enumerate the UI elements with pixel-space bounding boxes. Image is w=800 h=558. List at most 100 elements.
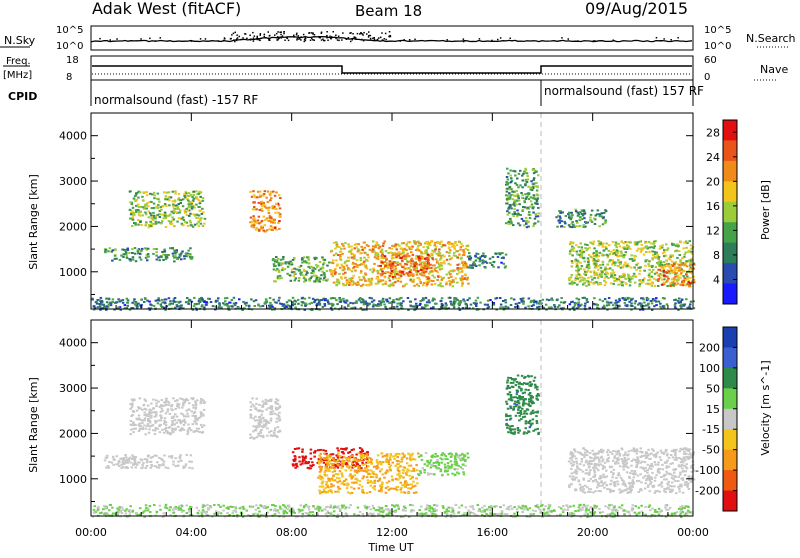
power-cell: [161, 299, 164, 301]
power-cell: [198, 193, 201, 195]
power-cell: [628, 246, 631, 248]
power-cell: [429, 264, 432, 266]
power-cell: [592, 243, 595, 245]
power-cell: [513, 299, 516, 301]
power-cell: [139, 211, 142, 213]
velocity-cell: [200, 411, 203, 413]
power-cell: [186, 297, 189, 299]
power-cell: [462, 299, 465, 301]
power-cell: [190, 256, 193, 258]
power-cell: [509, 170, 512, 172]
power-cell: [181, 251, 184, 253]
velocity-cell: [301, 451, 304, 453]
velocity-cell: [379, 470, 382, 472]
velocity-cell: [146, 425, 149, 427]
power-cell: [524, 184, 527, 186]
power-cell: [661, 279, 664, 281]
velocity-cell: [388, 480, 391, 482]
power-cell: [653, 247, 656, 249]
power-cell: [644, 260, 647, 262]
power-cell: [340, 299, 343, 301]
power-cell: [279, 275, 282, 277]
velocity-cell: [278, 417, 281, 419]
power-cell: [146, 191, 149, 193]
power-cell: [602, 300, 605, 302]
power-cell: [548, 299, 551, 301]
power-cell: [303, 256, 306, 258]
power-cell: [570, 212, 573, 214]
power-cell: [605, 248, 608, 250]
power-cell: [487, 300, 490, 302]
power-cell: [593, 252, 596, 254]
nsky-point: [341, 39, 343, 41]
power-cell: [659, 245, 662, 247]
velocity-cell: [434, 453, 437, 455]
power-cell: [274, 195, 277, 197]
power-cell: [385, 299, 388, 301]
power-cell: [514, 175, 517, 177]
power-cell: [510, 297, 512, 299]
power-cell: [275, 203, 278, 205]
power-cell: [522, 173, 525, 175]
power-cell: [463, 278, 466, 280]
power-cell: [312, 298, 315, 300]
velocity-cell: [334, 470, 337, 472]
power-cell: [172, 206, 175, 208]
nsky-point: [254, 35, 256, 37]
power-cell: [589, 217, 592, 219]
power-cell: [181, 218, 184, 220]
velocity-cell: [351, 482, 354, 484]
nsky-point: [331, 36, 333, 38]
power-cell: [282, 305, 285, 307]
power-cell: [584, 261, 587, 263]
velocity-cell: [404, 492, 407, 494]
nsky-point: [298, 38, 300, 40]
power-cell: [163, 191, 166, 193]
power-cell: [160, 222, 163, 224]
velocity-cell: [174, 429, 177, 431]
power-cell: [406, 245, 409, 247]
power-cell: [250, 298, 253, 300]
velocity-cell: [113, 459, 116, 461]
velocity-cell: [350, 486, 353, 488]
power-cell: [527, 305, 530, 307]
power-cell: [672, 265, 675, 267]
velocity-cell: [451, 473, 454, 475]
power-cell: [642, 279, 645, 281]
power-cell: [677, 300, 680, 302]
power-cell: [272, 299, 275, 301]
nsky-point: [155, 40, 157, 42]
power-cell: [330, 297, 333, 299]
power-cell: [231, 305, 234, 307]
velocity-cell: [172, 461, 175, 463]
power-cell: [188, 205, 191, 207]
velocity-cell: [328, 490, 331, 492]
velocity-cell: [144, 458, 147, 460]
velocity-cell: [332, 458, 335, 460]
nsky-point: [293, 36, 295, 38]
power-cell: [462, 267, 465, 269]
power-cell: [363, 278, 366, 280]
power-cell: [571, 262, 574, 264]
velocity-cell: [400, 482, 403, 484]
power-cell: [275, 229, 278, 231]
power-cell: [446, 259, 449, 261]
power-cell: [668, 272, 671, 274]
power-cell: [680, 272, 683, 274]
power-cell: [265, 197, 268, 199]
nsky-point: [381, 32, 383, 34]
nsky-point: [110, 39, 112, 41]
power-cell: [431, 250, 434, 252]
velocity-cell: [190, 454, 193, 456]
nsky-point: [374, 39, 376, 41]
power-cell: [418, 285, 421, 287]
power-cell: [453, 254, 456, 256]
velocity-cell: [143, 425, 146, 427]
power-cell: [180, 305, 183, 307]
velocity-cell: [456, 468, 459, 470]
velocity-cell: [146, 415, 149, 417]
power-cell: [525, 217, 528, 219]
velocity-cell: [320, 478, 323, 480]
power-cell: [163, 249, 166, 251]
power-cell: [419, 273, 422, 275]
